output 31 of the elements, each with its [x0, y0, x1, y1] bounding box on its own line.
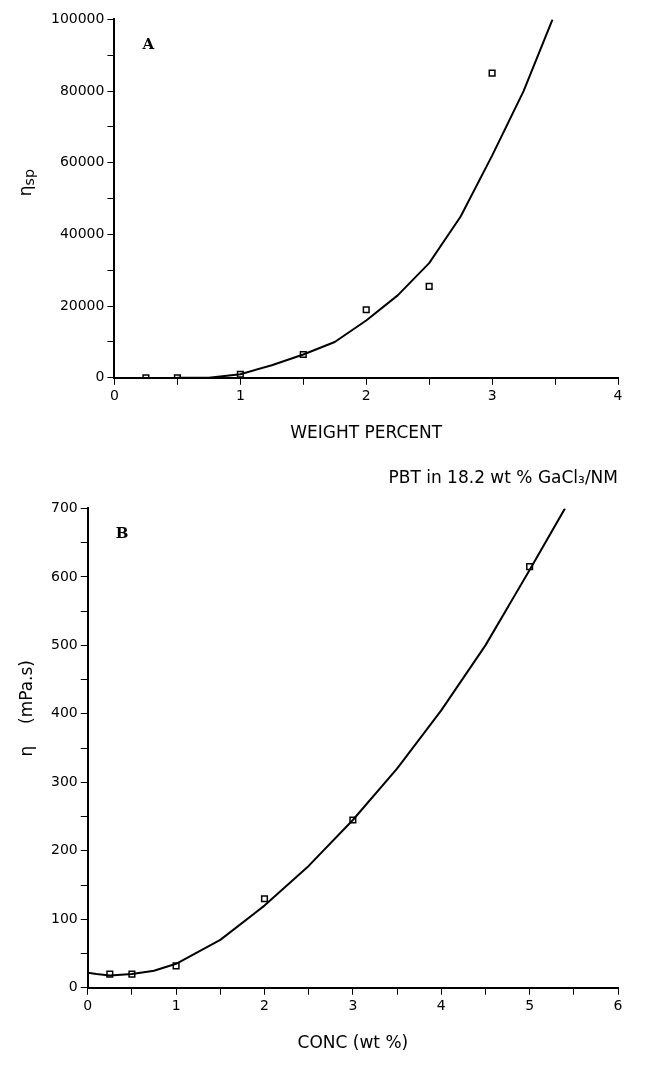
x-tick-label: 1	[235, 386, 245, 403]
y-tick-label: 400	[50, 704, 78, 721]
y-tick-label: 100000	[50, 10, 105, 27]
x-tick-label: 1	[171, 996, 181, 1013]
x-tick-label: 0	[109, 386, 119, 403]
y-tick-label: 20000	[59, 296, 105, 313]
y-tick-label: 0	[68, 978, 78, 995]
y-tick-label: 60000	[59, 153, 105, 170]
y-tick-label: 300	[50, 772, 78, 789]
x-axis-title: CONC (wt %)	[297, 1032, 409, 1053]
x-tick-label: 2	[361, 386, 371, 403]
y-tick-label: 0	[95, 368, 105, 385]
y-tick-label: 100	[50, 909, 78, 926]
y-tick-label: 700	[50, 499, 78, 516]
y-axis-title: η (mPa.s)	[16, 659, 36, 757]
x-tick-label: 3	[348, 996, 358, 1013]
y-tick-label: 200	[50, 841, 78, 858]
y-tick-label: 40000	[59, 225, 105, 242]
x-tick-label: 4	[613, 386, 623, 403]
chart-title: PBT in 18.2 wt % GaCl₃/NM	[388, 466, 618, 487]
x-tick-label: 4	[436, 996, 446, 1013]
y-tick-label: 80000	[59, 81, 105, 98]
x-tick-label: 6	[613, 996, 623, 1013]
y-tick-label: 500	[50, 636, 78, 653]
annotation: B	[115, 524, 129, 543]
annotation: A	[141, 35, 155, 54]
x-axis-title: WEIGHT PERCENT	[290, 422, 443, 443]
x-tick-label: 5	[525, 996, 535, 1013]
y-tick-label: 600	[50, 567, 78, 584]
x-tick-label: 2	[260, 996, 269, 1013]
x-tick-label: 3	[487, 386, 497, 403]
